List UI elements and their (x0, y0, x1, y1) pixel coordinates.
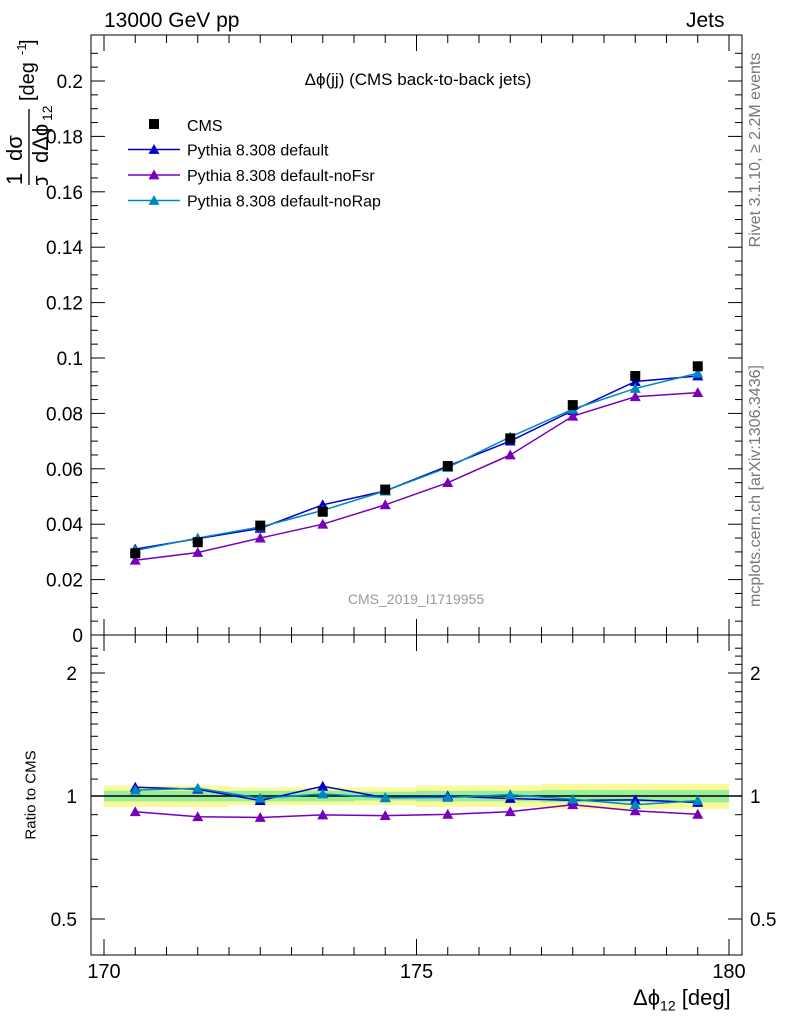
ratio-marker-2 (192, 782, 204, 793)
header-right-label: Jets (686, 9, 725, 32)
ratio-line-2 (135, 787, 698, 806)
series-marker-1 (129, 554, 141, 565)
legend-label-data: CMS (187, 118, 223, 135)
series-marker-1 (254, 532, 266, 543)
y-tick-label: 0.02 (46, 571, 83, 592)
svg-text:dσ: dσ (2, 135, 27, 161)
y-tick-label: 0.06 (46, 460, 83, 481)
svg-text:1: 1 (2, 173, 27, 185)
series-marker-1 (567, 410, 579, 421)
svg-text:[deg: [deg (17, 62, 39, 101)
legend-label-2: Pythia 8.308 default-noRap (187, 194, 381, 211)
y-tick-label: 0.14 (46, 238, 83, 259)
y-tick-label: 0.18 (46, 127, 83, 148)
data-point (630, 371, 641, 382)
ratio-marker-1 (629, 805, 641, 816)
data-point (505, 433, 516, 444)
series-marker-1 (192, 546, 204, 557)
ratio-marker-1 (192, 811, 204, 822)
series-marker-1 (504, 449, 516, 460)
ratio-tick-label-right: 2 (750, 664, 761, 685)
series-marker-1 (692, 387, 704, 398)
y-tick-label: 0.12 (46, 294, 83, 315)
data-point (130, 548, 141, 559)
series-line-0 (135, 375, 698, 550)
series-marker-1 (317, 518, 329, 529)
ratio-marker-1 (129, 806, 141, 817)
data-point (380, 484, 391, 495)
ratio-tick-label: 2 (66, 664, 77, 685)
x-tick-label: 170 (87, 961, 120, 983)
x-axis-subscript: 12 (660, 997, 676, 1014)
svg-text:dΔϕ: dΔϕ (28, 124, 53, 163)
ratio-marker-2 (129, 784, 141, 795)
header-left-label: 13000 GeV pp (104, 9, 240, 32)
ratio-marker-0 (317, 780, 329, 791)
x-tick-label: 180 (712, 961, 745, 983)
data-point (317, 506, 328, 517)
ratio-marker-2 (692, 795, 704, 806)
ratio-marker-2 (504, 789, 516, 800)
ratio-tick-label-right: 1 (750, 787, 761, 808)
svg-text:]: ] (17, 39, 39, 45)
ratio-tick-label-right: 0.5 (750, 910, 776, 931)
series-marker-1 (629, 391, 641, 402)
legend-marker-2 (148, 195, 160, 205)
ratio-tick-label: 1 (66, 787, 77, 808)
y-tick-label: 0.1 (57, 349, 83, 370)
ratio-line-1 (135, 804, 698, 819)
data-point (442, 461, 453, 472)
main-y-axis-label: 1 σ dσ dΔϕ 12 [deg -1 ] (0, 35, 70, 185)
x-axis-unit: [deg] (681, 985, 731, 1010)
data-point (255, 520, 266, 531)
chart-title: Δϕ(jj) (CMS back-to-back jets) (304, 70, 532, 89)
legend-label-1: Pythia 8.308 default-noFsr (187, 168, 375, 185)
series-marker-1 (442, 477, 454, 488)
ratio-tick-label: 0.5 (51, 910, 77, 931)
ratio-marker-2 (254, 792, 266, 803)
x-axis-label: Δϕ12 [deg] (633, 985, 731, 1013)
legend-marker-1 (148, 169, 160, 180)
legend-label-0: Pythia 8.308 default (187, 143, 329, 160)
ratio-marker-1 (567, 799, 579, 810)
ratio-marker-1 (442, 808, 454, 819)
ratio-marker-1 (504, 806, 516, 817)
ratio-marker-1 (692, 808, 704, 819)
x-tick-label: 175 (400, 961, 433, 983)
legend-marker-0 (148, 144, 160, 154)
ratio-marker-2 (629, 799, 641, 810)
ratio-marker-1 (379, 810, 391, 821)
series-line-1 (135, 391, 698, 561)
legend-marker-data (149, 119, 159, 129)
y-tick-label: 0.16 (46, 183, 83, 204)
y-tick-label: 0 (72, 626, 83, 647)
series-marker-1 (379, 499, 391, 510)
series-line-2 (135, 372, 698, 552)
ratio-marker-1 (317, 809, 329, 820)
data-point (567, 400, 578, 411)
ratio-marker-2 (317, 788, 329, 799)
ratio-marker-2 (379, 792, 391, 803)
ratio-marker-2 (442, 791, 454, 802)
y-tick-label: 0.04 (46, 515, 83, 536)
y-tick-label: 0.08 (46, 404, 83, 425)
data-point (192, 537, 203, 548)
analysis-watermark: CMS_2019_I1719955 (347, 591, 485, 607)
ratio-marker-1 (254, 811, 266, 822)
ratio-marker-2 (567, 793, 579, 804)
x-axis-symbol: Δϕ (633, 985, 661, 1010)
series-marker-2 (692, 367, 704, 378)
data-point (692, 361, 703, 372)
y-tick-label: 0.2 (57, 72, 83, 93)
svg-text:σ: σ (28, 175, 53, 185)
series-marker-2 (629, 382, 641, 393)
svg-text:12: 12 (39, 105, 55, 121)
svg-text:-1: -1 (14, 43, 29, 55)
